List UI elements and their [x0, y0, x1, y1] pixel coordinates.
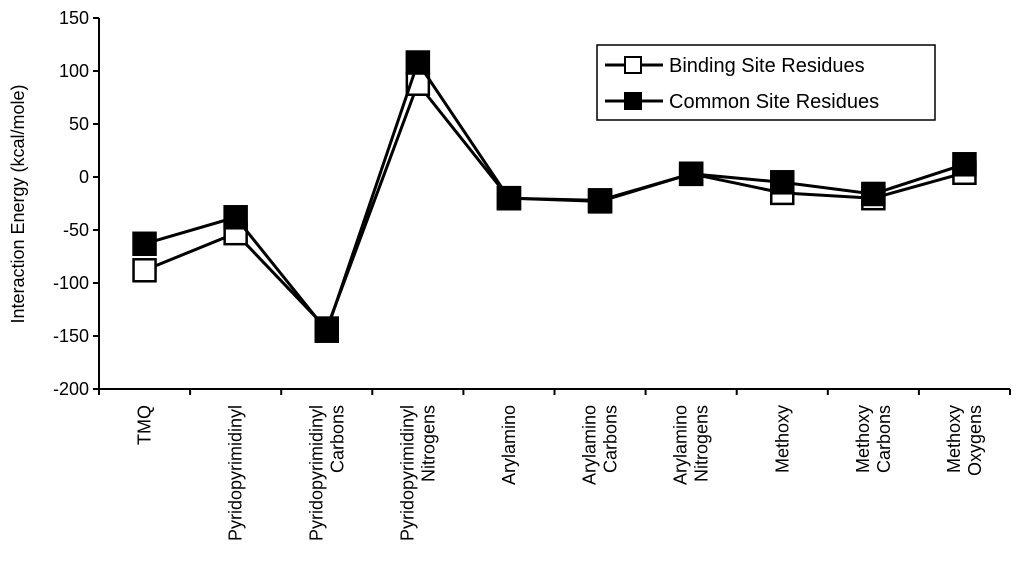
legend-box: [596, 44, 936, 121]
x-tick-label-line: Carbons: [601, 405, 621, 473]
y-tick-label: 50: [69, 114, 89, 134]
marker: [132, 258, 157, 283]
marker: [861, 181, 886, 207]
x-tick-label: MethoxyCarbons: [853, 405, 894, 473]
x-tick-label: PyridopyrimidinylNitrogens: [397, 405, 438, 541]
marker: [223, 205, 248, 230]
marker: [587, 188, 613, 213]
series-line: [144, 59, 965, 334]
y-tick-label: 100: [59, 61, 89, 81]
legend-marker: [624, 92, 642, 110]
x-tick-label-line: TMQ: [135, 405, 155, 445]
marker: [770, 170, 795, 195]
marker: [405, 50, 431, 75]
y-tick-label: 0: [79, 167, 89, 187]
x-tick-label: ArylaminoCarbons: [580, 405, 621, 485]
x-tick-label-line: Methoxy: [944, 405, 964, 473]
x-tick-label: PyridopyrimidinylCarbons: [306, 405, 347, 541]
x-tick-label-line: Carbons: [327, 405, 347, 473]
marker: [678, 161, 704, 187]
y-tick-label: -150: [53, 326, 89, 346]
y-tick-label: -200: [53, 379, 89, 399]
marker: [314, 318, 339, 343]
x-tick-label: MethoxyOxygens: [944, 405, 985, 476]
legend-label: Common Site Residues: [669, 91, 879, 113]
marker: [952, 152, 977, 177]
x-tick-label-line: Pyridopyrimidinyl: [306, 405, 326, 541]
y-tick-label: 150: [59, 8, 89, 28]
x-tick-label: Arylamino: [499, 405, 519, 485]
x-tick-label: TMQ: [135, 405, 155, 445]
y-axis-label: Interaction Energy (kcal/mole): [8, 84, 28, 323]
x-tick-label-line: Nitrogens: [692, 405, 712, 482]
marker: [496, 185, 522, 211]
x-tick-label-line: Pyridopyrimidinyl: [397, 405, 417, 541]
x-tick-label: Pyridopyrimidinyl: [226, 405, 246, 541]
x-tick-label-line: Pyridopyrimidinyl: [226, 405, 246, 541]
x-tick-label-line: Methoxy: [853, 405, 873, 473]
x-tick-label: Methoxy: [772, 405, 792, 473]
legend-marker: [624, 56, 642, 74]
x-tick-label-line: Nitrogens: [418, 405, 438, 482]
x-tick-label-line: Arylamino: [499, 405, 519, 485]
marker: [132, 231, 157, 257]
x-tick-label-line: Arylamino: [580, 405, 600, 485]
x-tick-label-line: Arylamino: [671, 405, 691, 485]
x-tick-label-line: Oxygens: [965, 405, 985, 476]
x-tick-label-line: Methoxy: [772, 405, 792, 473]
y-tick-label: -100: [53, 273, 89, 293]
y-tick-label: -50: [63, 220, 89, 240]
legend-label: Binding Site Residues: [669, 55, 865, 77]
x-tick-label-line: Carbons: [874, 405, 894, 473]
x-tick-label: ArylaminoNitrogens: [671, 405, 712, 485]
